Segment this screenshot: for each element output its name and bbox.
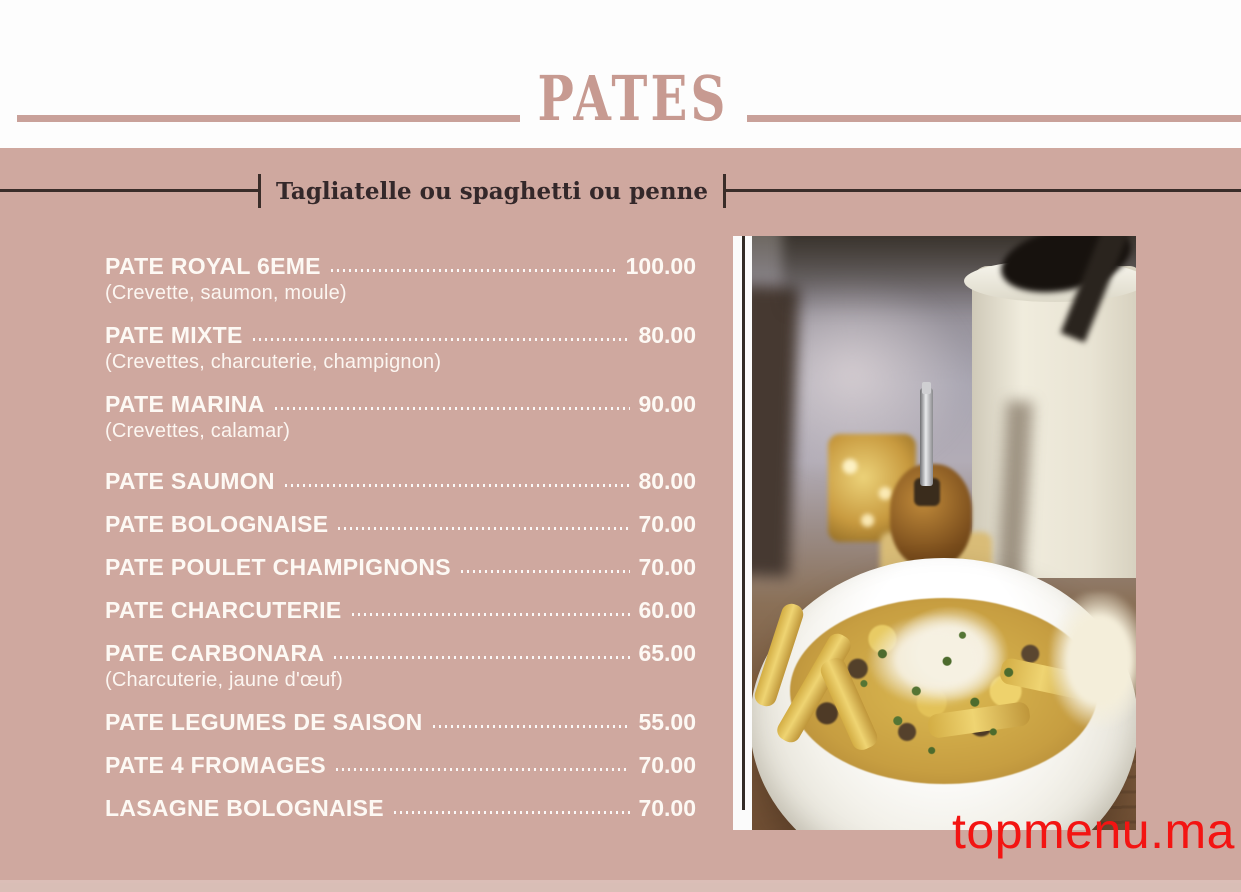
- dotted-leader: [351, 613, 631, 616]
- dish-price: 55.00: [638, 709, 696, 735]
- dish-name: PATE SAUMON: [105, 468, 275, 494]
- menu-item-row: PATE POULET CHAMPIGNONS 70.00: [105, 554, 696, 581]
- watermark: topmenu.ma: [952, 803, 1235, 859]
- dish-name: PATE MIXTE: [105, 322, 243, 348]
- dish-name: PATE BOLOGNAISE: [105, 511, 329, 537]
- dotted-leader: [274, 407, 631, 410]
- dish-name: PATE MARINA: [105, 391, 265, 417]
- menu-item: PATE BOLOGNAISE 70.00: [105, 511, 696, 538]
- photo-texture: [922, 382, 931, 394]
- dish-name: PATE 4 FROMAGES: [105, 752, 326, 778]
- menu-item-row: LASAGNE BOLOGNAISE 70.00: [105, 795, 696, 822]
- menu-item-row: PATE CARBONARA 65.00: [105, 640, 696, 667]
- dish-price: 70.00: [638, 795, 696, 821]
- dotted-leader: [334, 656, 631, 659]
- subtitle-label: Tagliatelle ou spaghetti ou penne: [258, 174, 726, 208]
- header-rule-right: [747, 115, 1241, 122]
- dotted-leader: [252, 338, 631, 341]
- dish-name: PATE CARBONARA: [105, 640, 325, 666]
- dish-name: PATE CHARCUTERIE: [105, 597, 342, 623]
- menu-item: PATE POULET CHAMPIGNONS 70.00: [105, 554, 696, 581]
- dish-description: (Crevettes, calamar): [105, 420, 291, 442]
- photo-parsley: [790, 598, 1098, 784]
- dish-name: PATE ROYAL 6EME: [105, 253, 321, 279]
- menu-item-row: PATE MIXTE 80.00: [105, 322, 696, 349]
- menu-item: LASAGNE BOLOGNAISE 70.00: [105, 795, 696, 822]
- menu-item: PATE 4 FROMAGES 70.00: [105, 752, 696, 779]
- header-band: PATES: [0, 0, 1241, 148]
- photo-border-strip: [733, 236, 752, 830]
- menu-item-row: PATE CHARCUTERIE 60.00: [105, 597, 696, 624]
- dish-name: PATE LEGUMES DE SAISON: [105, 709, 423, 735]
- dish-price: 70.00: [638, 554, 696, 580]
- bottom-strip: [0, 880, 1241, 892]
- menu-item-row: PATE SAUMON 80.00: [105, 468, 696, 495]
- photo-border-line: [742, 236, 745, 810]
- menu-item: PATE SAUMON 80.00: [105, 468, 696, 495]
- dish-name: PATE POULET CHAMPIGNONS: [105, 554, 451, 580]
- menu-item: PATE CHARCUTERIE 60.00: [105, 597, 696, 624]
- dotted-leader: [284, 484, 631, 487]
- menu-item-row: PATE ROYAL 6EME 100.00: [105, 253, 696, 280]
- dotted-leader: [338, 527, 631, 530]
- dish-price: 65.00: [638, 640, 696, 666]
- menu-item-row: PATE LEGUMES DE SAISON 55.00: [105, 709, 696, 736]
- menu-list: PATE ROYAL 6EME 100.00 (Crevette, saumon…: [105, 253, 696, 838]
- dish-description: (Charcuterie, jaune d'œuf): [105, 669, 344, 691]
- menu-item: PATE MIXTE 80.00 (Crevettes, charcuterie…: [105, 322, 696, 375]
- menu-item-row: PATE MARINA 90.00: [105, 391, 696, 418]
- page-title: PATES: [537, 62, 729, 135]
- subtitle-divider: Tagliatelle ou spaghetti ou penne: [0, 174, 1241, 208]
- dotted-leader: [393, 811, 631, 814]
- menu-item-row: PATE BOLOGNAISE 70.00: [105, 511, 696, 538]
- dish-price: 60.00: [638, 597, 696, 623]
- menu-item-row: PATE 4 FROMAGES 70.00: [105, 752, 696, 779]
- dish-price: 70.00: [638, 511, 696, 537]
- dish-price: 80.00: [638, 468, 696, 494]
- dish-price: 90.00: [638, 391, 696, 417]
- pasta-photo: [752, 236, 1136, 830]
- dish-description: (Crevettes, charcuterie, champignon): [105, 351, 442, 373]
- dish-name: LASAGNE BOLOGNAISE: [105, 795, 384, 821]
- dish-price: 80.00: [638, 322, 696, 348]
- dotted-leader: [330, 269, 618, 272]
- header-rule-left: [17, 115, 520, 122]
- menu-item: PATE LEGUMES DE SAISON 55.00: [105, 709, 696, 736]
- dish-description: (Crevette, saumon, moule): [105, 282, 347, 304]
- menu-item: PATE ROYAL 6EME 100.00 (Crevette, saumon…: [105, 253, 696, 306]
- photo-utensil-jar: [972, 266, 1136, 578]
- dotted-leader: [432, 725, 631, 728]
- menu-item: PATE MARINA 90.00 (Crevettes, calamar): [105, 391, 696, 444]
- dotted-leader: [460, 570, 631, 573]
- dish-price: 100.00: [625, 253, 696, 279]
- dish-price: 70.00: [638, 752, 696, 778]
- photo-oil-spout: [920, 388, 933, 486]
- menu-item: PATE CARBONARA 65.00 (Charcuterie, jaune…: [105, 640, 696, 693]
- dotted-leader: [335, 768, 631, 771]
